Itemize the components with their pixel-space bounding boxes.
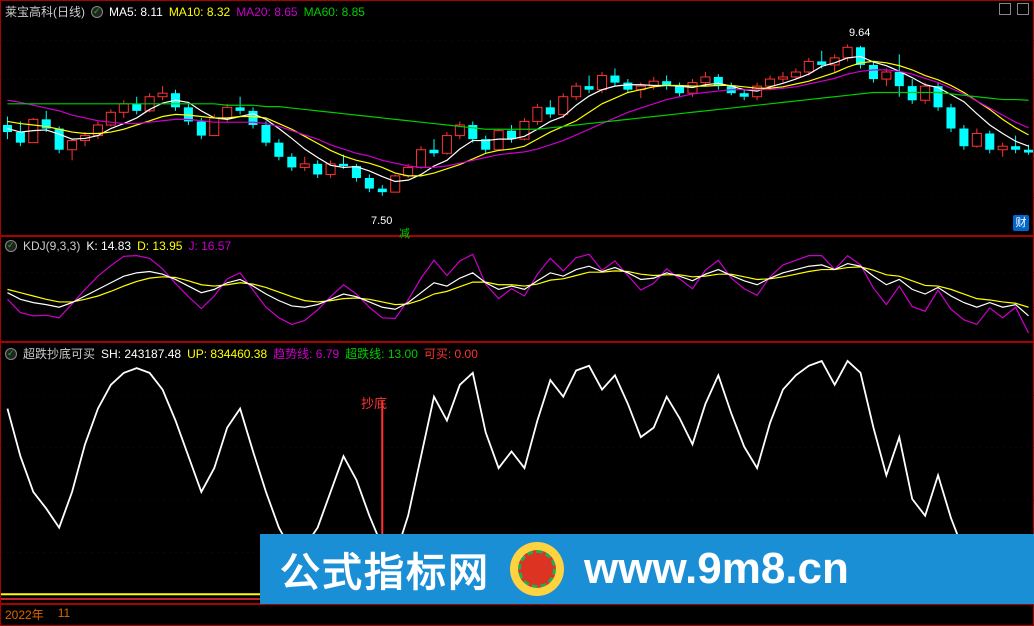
ind3-trend: 趋势线: 6.79 — [273, 345, 339, 362]
time-axis-panel: 2022年 11 — [0, 604, 1034, 626]
cai-badge: 财 — [1013, 215, 1029, 231]
panel-controls — [999, 3, 1029, 15]
ind3-up: UP: 834460.38 — [187, 347, 267, 361]
price-chart-header: 莱宝高科(日线) MA5: 8.11 MA10: 8.32 MA20: 8.65… — [5, 3, 365, 20]
oversold-header: 超跌抄底可买 SH: 243187.48 UP: 834460.38 趋势线: … — [5, 345, 478, 362]
kdj-header: KDJ(9,3,3) K: 14.83 D: 13.95 J: 16.57 — [5, 239, 231, 253]
banner-badge-icon — [510, 542, 564, 596]
ind3-sh: SH: 243187.48 — [101, 347, 181, 361]
axis-year: 2022年 — [5, 606, 44, 623]
expand-icon[interactable] — [1017, 3, 1029, 15]
watermark-banner: 公式指标网 www.9m8.cn — [260, 534, 1034, 604]
kdj-k-label: K: 14.83 — [86, 239, 131, 253]
minimize-icon[interactable] — [999, 3, 1011, 15]
kdj-panel[interactable]: KDJ(9,3,3) K: 14.83 D: 13.95 J: 16.57 — [0, 236, 1034, 342]
price-chart-panel[interactable]: 莱宝高科(日线) MA5: 8.11 MA10: 8.32 MA20: 8.65… — [0, 0, 1034, 236]
ind3-buy: 可买: 0.00 — [424, 345, 478, 362]
ind3-name: 超跌抄底可买 — [23, 345, 95, 362]
axis-month: 11 — [58, 606, 70, 623]
stock-title: 莱宝高科(日线) — [5, 3, 85, 20]
price-chart-svg — [1, 1, 1034, 237]
ind3-over: 超跌线: 13.00 — [345, 345, 418, 362]
ma60-label: MA60: 8.85 — [304, 5, 365, 19]
banner-text-cn: 公式指标网 — [280, 540, 490, 598]
kdj-d-label: D: 13.95 — [137, 239, 182, 253]
check-icon[interactable] — [5, 240, 17, 252]
low-marker-text: 减 — [399, 225, 410, 241]
check-icon[interactable] — [5, 348, 17, 360]
time-axis-labels: 2022年 11 — [5, 606, 70, 623]
ma5-label: MA5: 8.11 — [109, 5, 163, 19]
check-icon[interactable] — [91, 6, 103, 18]
kdj-j-label: J: 16.57 — [188, 239, 231, 253]
banner-url: www.9m8.cn — [584, 544, 849, 594]
kdj-title: KDJ(9,3,3) — [23, 239, 80, 253]
ma20-label: MA20: 8.65 — [236, 5, 297, 19]
ma10-label: MA10: 8.32 — [169, 5, 230, 19]
high-price-marker: 9.64 — [849, 27, 870, 39]
spike-label: 抄底 — [361, 393, 387, 412]
low-price-marker: 7.50 — [371, 215, 392, 227]
